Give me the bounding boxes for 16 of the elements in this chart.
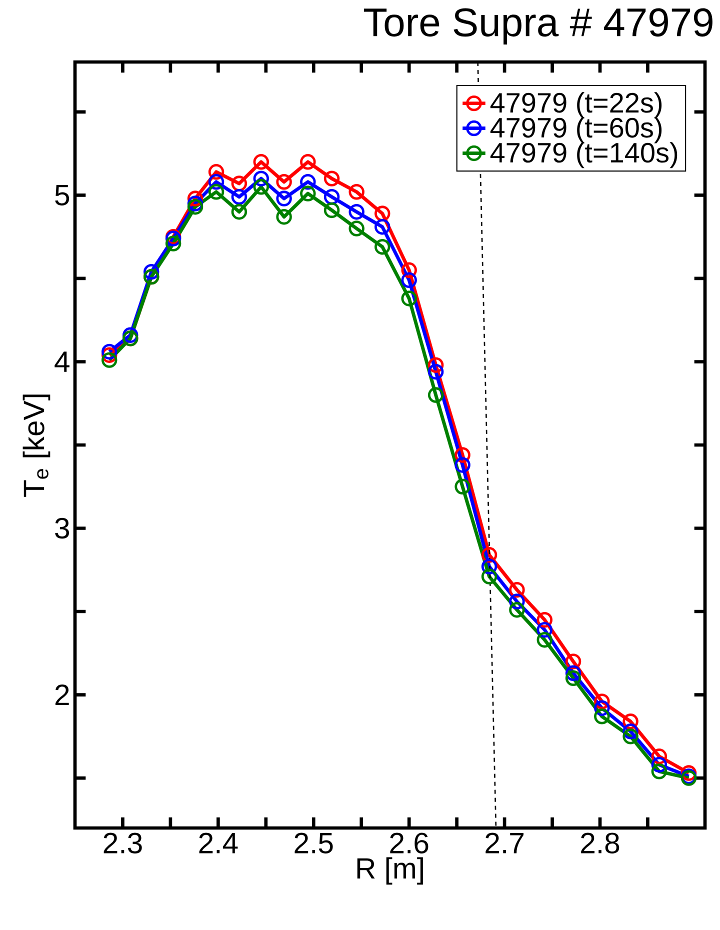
x-tick-label: 2.8	[581, 832, 620, 854]
chart-title: Tore Supra # 47979	[364, 8, 712, 44]
y-tick-label: 5	[55, 184, 70, 206]
y-tick-label: 4	[54, 352, 70, 372]
y-tick-label: 2	[55, 684, 69, 706]
x-tick-label: 2.4	[199, 832, 238, 854]
x-tick-label: 2.6	[390, 832, 428, 854]
legend-label: 47979 (t=22s)	[490, 92, 662, 118]
x-axis-title: R [m]	[357, 857, 423, 885]
legend-label: 47979 (t=60s)	[490, 117, 662, 144]
y-axis-title: T$_{e}$ [keV]	[22, 394, 50, 497]
legend-label: 47979 (t=140s)	[490, 142, 678, 168]
x-tick-label: 2.7	[486, 832, 524, 854]
x-tick-label: 2.5	[294, 832, 333, 854]
y-tick-label: 3	[55, 518, 70, 539]
x-tick-label: 2.3	[104, 832, 142, 854]
